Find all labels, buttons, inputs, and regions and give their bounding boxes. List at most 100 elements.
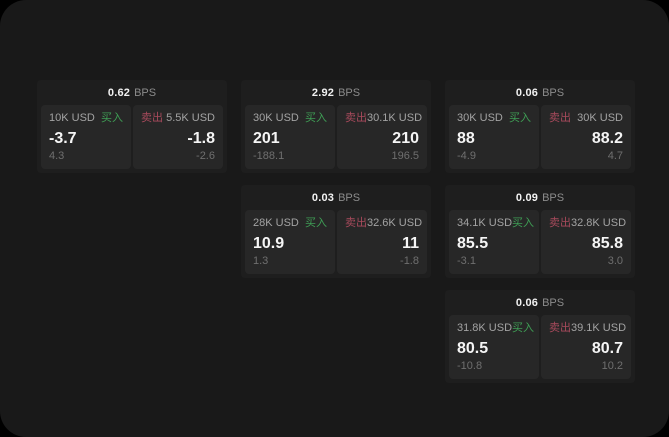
- card-body: 30K USD 买入 201 -188.1 卖出 30.1K USD 210 1…: [241, 105, 431, 173]
- buy-side-label: 买入: [512, 322, 535, 334]
- buy-side-label: 买入: [305, 112, 327, 124]
- card-body: 31.8K USD 买入 80.5 -10.8 卖出 39.1K USD 80.…: [445, 315, 635, 383]
- buy-delta-value: -4.9: [457, 150, 476, 162]
- sell-panel[interactable]: 卖出 39.1K USD 80.7 10.2: [541, 315, 631, 379]
- sell-amount-label: 39.1K USD: [571, 322, 627, 334]
- sell-delta-value: -2.6: [196, 150, 215, 162]
- bps-unit-label: BPS: [542, 86, 565, 99]
- buy-panel[interactable]: 30K USD 买入 88 -4.9: [449, 105, 539, 169]
- buy-side-label: 买入: [509, 112, 531, 124]
- buy-price-value: 88: [457, 129, 475, 147]
- sell-panel-header: 卖出 30.1K USD: [345, 112, 423, 125]
- sell-price-value: 85.8: [591, 234, 623, 252]
- buy-price-value: 10.9: [253, 234, 285, 252]
- buy-price-value: 80.5: [457, 339, 489, 357]
- buy-panel-header: 34.1K USD 买入: [457, 217, 535, 230]
- sell-amount-label: 30.1K USD: [367, 112, 423, 124]
- sell-delta-value: -1.8: [400, 255, 419, 267]
- sell-price-value: 80.7: [591, 339, 623, 357]
- buy-panel-header: 30K USD 买入: [253, 112, 327, 125]
- buy-panel-header: 28K USD 买入: [253, 217, 327, 230]
- buy-price-value: 201: [253, 129, 280, 147]
- sell-panel-header: 卖出 39.1K USD: [549, 322, 627, 335]
- bps-spread-value: 0.09: [515, 191, 539, 204]
- card-body: 30K USD 买入 88 -4.9 卖出 30K USD 88.2 4.7: [445, 105, 635, 173]
- buy-delta-value: 4.3: [49, 150, 65, 162]
- bps-unit-label: BPS: [542, 296, 565, 309]
- quote-card[interactable]: 0.06 BPS 30K USD 买入 88 -4.9 卖出 30K USD 8…: [445, 80, 635, 173]
- buy-panel[interactable]: 34.1K USD 买入 85.5 -3.1: [449, 210, 539, 274]
- bps-spread-value: 0.06: [515, 296, 539, 309]
- sell-price-value: 11: [402, 234, 419, 252]
- quote-card-grid: 0.62 BPS 10K USD 买入 -3.7 4.3 卖出 5.5K USD…: [37, 80, 635, 383]
- quote-card[interactable]: 2.92 BPS 30K USD 买入 201 -188.1 卖出 30.1K …: [241, 80, 431, 173]
- sell-panel[interactable]: 卖出 30K USD 88.2 4.7: [541, 105, 631, 169]
- quote-card[interactable]: 0.06 BPS 31.8K USD 买入 80.5 -10.8 卖出 39.1…: [445, 290, 635, 383]
- bps-spread-value: 2.92: [311, 86, 335, 99]
- quote-card[interactable]: 0.62 BPS 10K USD 买入 -3.7 4.3 卖出 5.5K USD…: [37, 80, 227, 173]
- bps-spread-value: 0.06: [515, 86, 539, 99]
- sell-side-label: 卖出: [345, 217, 367, 229]
- sell-side-label: 卖出: [549, 322, 571, 334]
- buy-price-value: 85.5: [457, 234, 489, 252]
- bps-spread-value: 0.62: [107, 86, 131, 99]
- buy-delta-value: -10.8: [457, 360, 483, 372]
- bps-unit-label: BPS: [338, 191, 361, 204]
- buy-amount-label: 28K USD: [253, 217, 299, 229]
- sell-panel[interactable]: 卖出 32.6K USD 11 -1.8: [337, 210, 427, 274]
- sell-amount-label: 5.5K USD: [166, 112, 215, 124]
- buy-panel[interactable]: 28K USD 买入 10.9 1.3: [245, 210, 335, 274]
- card-header: 0.06 BPS: [445, 80, 635, 105]
- buy-panel-header: 30K USD 买入: [457, 112, 531, 125]
- sell-delta-value: 3.0: [607, 255, 623, 267]
- card-body: 10K USD 买入 -3.7 4.3 卖出 5.5K USD -1.8 -2.…: [37, 105, 227, 173]
- quote-card[interactable]: 0.03 BPS 28K USD 买入 10.9 1.3 卖出 32.6K US…: [241, 185, 431, 278]
- card-header: 0.06 BPS: [445, 290, 635, 315]
- sell-amount-label: 32.6K USD: [367, 217, 423, 229]
- sell-panel[interactable]: 卖出 30.1K USD 210 196.5: [337, 105, 427, 169]
- sell-side-label: 卖出: [549, 112, 571, 124]
- sell-delta-value: 196.5: [391, 150, 419, 162]
- buy-delta-value: -3.1: [457, 255, 476, 267]
- sell-panel[interactable]: 卖出 32.8K USD 85.8 3.0: [541, 210, 631, 274]
- card-header: 0.09 BPS: [445, 185, 635, 210]
- sell-side-label: 卖出: [141, 112, 163, 124]
- buy-price-value: -3.7: [49, 129, 77, 147]
- sell-panel[interactable]: 卖出 5.5K USD -1.8 -2.6: [133, 105, 223, 169]
- bps-unit-label: BPS: [134, 86, 157, 99]
- buy-panel[interactable]: 30K USD 买入 201 -188.1: [245, 105, 335, 169]
- sell-side-label: 卖出: [549, 217, 571, 229]
- bps-unit-label: BPS: [338, 86, 361, 99]
- buy-amount-label: 30K USD: [457, 112, 503, 124]
- sell-amount-label: 30K USD: [577, 112, 623, 124]
- buy-panel-header: 10K USD 买入: [49, 112, 123, 125]
- card-header: 2.92 BPS: [241, 80, 431, 105]
- sell-amount-label: 32.8K USD: [571, 217, 627, 229]
- sell-delta-value: 10.2: [601, 360, 623, 372]
- card-body: 28K USD 买入 10.9 1.3 卖出 32.6K USD 11 -1.8: [241, 210, 431, 278]
- card-body: 34.1K USD 买入 85.5 -3.1 卖出 32.8K USD 85.8…: [445, 210, 635, 278]
- sell-price-value: -1.8: [187, 129, 215, 147]
- buy-delta-value: 1.3: [253, 255, 269, 267]
- buy-panel[interactable]: 31.8K USD 买入 80.5 -10.8: [449, 315, 539, 379]
- sell-price-value: 210: [392, 129, 419, 147]
- buy-amount-label: 31.8K USD: [457, 322, 513, 334]
- buy-delta-value: -188.1: [253, 150, 285, 162]
- sell-panel-header: 卖出 30K USD: [549, 112, 623, 125]
- sell-panel-header: 卖出 32.8K USD: [549, 217, 627, 230]
- buy-amount-label: 34.1K USD: [457, 217, 513, 229]
- card-header: 0.62 BPS: [37, 80, 227, 105]
- sell-delta-value: 4.7: [607, 150, 623, 162]
- buy-panel[interactable]: 10K USD 买入 -3.7 4.3: [41, 105, 131, 169]
- sell-side-label: 卖出: [345, 112, 367, 124]
- bps-unit-label: BPS: [542, 191, 565, 204]
- buy-panel-header: 31.8K USD 买入: [457, 322, 535, 335]
- buy-side-label: 买入: [512, 217, 535, 229]
- buy-amount-label: 10K USD: [49, 112, 95, 124]
- card-header: 0.03 BPS: [241, 185, 431, 210]
- sell-price-value: 88.2: [591, 129, 623, 147]
- buy-side-label: 买入: [101, 112, 123, 124]
- sell-panel-header: 卖出 5.5K USD: [141, 112, 215, 125]
- quote-card[interactable]: 0.09 BPS 34.1K USD 买入 85.5 -3.1 卖出 32.8K…: [445, 185, 635, 278]
